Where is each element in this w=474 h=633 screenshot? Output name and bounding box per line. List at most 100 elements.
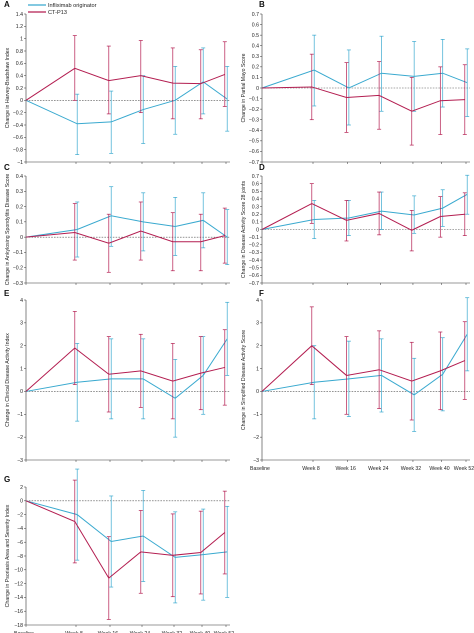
y-tick-label: −0.2 bbox=[249, 107, 259, 113]
x-tick-label: Week 16 bbox=[335, 466, 355, 472]
y-tick-label: 0.1 bbox=[252, 220, 259, 226]
legend-label-infliximab: Infliximab originator bbox=[48, 3, 97, 9]
series-ct-p13-f bbox=[261, 306, 467, 421]
y-tick-label: 0 bbox=[20, 98, 23, 104]
series-line-ct-p13 bbox=[261, 345, 465, 392]
y-tick-label: 2 bbox=[256, 344, 259, 350]
x-tick-label: Week 52 bbox=[454, 466, 474, 472]
panel-letter-d: D bbox=[259, 163, 265, 172]
y-tick-label: 0.1 bbox=[16, 220, 23, 226]
y-tick-label: −1 bbox=[253, 412, 259, 418]
y-tick-label: −0.1 bbox=[249, 235, 259, 241]
series-ct-p13-c bbox=[25, 201, 227, 273]
y-axis-label-a: Change in Harvey-Bradshaw Index bbox=[5, 47, 11, 128]
y-axis-label-f: Change in Simplified Disease Activity Sc… bbox=[241, 330, 247, 430]
series-ct-p13-a bbox=[25, 35, 227, 120]
y-axis-label-b: Change in Partial Mayo Score bbox=[241, 53, 247, 122]
x-tick-label: Week 32 bbox=[401, 466, 421, 472]
y-tick-label: 0.2 bbox=[252, 65, 259, 71]
y-tick-label: 0 bbox=[256, 227, 259, 233]
y-tick-label: −2 bbox=[253, 435, 259, 441]
y-tick-label: −0.3 bbox=[249, 118, 259, 124]
x-tick-label: Week 32 bbox=[162, 631, 182, 633]
y-axis-label-d: Change in Disease Activity Score 28 join… bbox=[241, 181, 247, 279]
y-tick-label: −1 bbox=[17, 160, 23, 166]
series-ct-p13-b bbox=[261, 53, 467, 146]
series-line-ct-p13 bbox=[25, 347, 225, 392]
y-axis-label-g: Change in Psoriasis Area and Severity In… bbox=[5, 504, 11, 607]
y-tick-label: 3 bbox=[20, 321, 23, 327]
y-tick-label: 0.6 bbox=[16, 61, 23, 67]
series-line-infliximab bbox=[261, 334, 468, 396]
y-tick-label: −8 bbox=[17, 554, 23, 560]
x-tick-label: Week 8 bbox=[65, 631, 83, 633]
legend: Infliximab originator CT-P13 bbox=[28, 3, 97, 16]
y-tick-label: −0.2 bbox=[13, 266, 23, 272]
x-tick-label: Baseline bbox=[250, 466, 270, 472]
y-tick-label: 0.3 bbox=[252, 54, 259, 60]
chart-panels: A −1 −0.8 −0.6 −0.4 −0.2 0 0.2 0.4 0.6 0.8 1 1.2 1.4 C… bbox=[4, 0, 474, 633]
series-line-infliximab bbox=[261, 69, 468, 89]
y-tick-label: −18 bbox=[14, 623, 23, 629]
y-tick-label: 1 bbox=[20, 366, 23, 372]
y-tick-label: −2 bbox=[17, 435, 23, 441]
panel-letter-e: E bbox=[4, 289, 10, 298]
y-tick-label: −10 bbox=[14, 568, 23, 574]
y-tick-label: 1.4 bbox=[16, 12, 23, 18]
series-line-infliximab bbox=[25, 81, 228, 125]
panel-f: F −3 −2 −1 0 1 2 3 4 Change in Simplified Disease… bbox=[241, 289, 474, 472]
series-line-infliximab bbox=[25, 338, 228, 399]
y-tick-label: 0 bbox=[20, 499, 23, 505]
panel-b: B −0.7 −0.6 −0.5 −0.4 −0.3 −0.2 −0.1 0 0.1 0.2 0.3 0… bbox=[241, 0, 470, 166]
legend-label-ct-p13: CT-P13 bbox=[48, 10, 67, 16]
y-tick-label: 0.6 bbox=[252, 22, 259, 28]
series-line-ct-p13 bbox=[261, 86, 465, 112]
panel-letter-f: F bbox=[259, 289, 264, 298]
y-tick-label: −0.1 bbox=[249, 96, 259, 102]
y-tick-label: −0.3 bbox=[249, 250, 259, 256]
y-tick-label: 3 bbox=[256, 321, 259, 327]
y-tick-label: −0.5 bbox=[249, 266, 259, 272]
y-tick-label: 0.7 bbox=[252, 174, 259, 180]
y-tick-label: −3 bbox=[17, 458, 23, 464]
y-tick-label: 0.4 bbox=[16, 174, 23, 180]
y-tick-label: −0.6 bbox=[249, 149, 259, 155]
y-tick-label: −0.1 bbox=[13, 250, 23, 256]
y-tick-label: −0.3 bbox=[13, 281, 23, 287]
y-tick-label: −12 bbox=[14, 581, 23, 587]
series-infliximab-a bbox=[25, 47, 230, 155]
series-line-ct-p13 bbox=[25, 67, 225, 101]
y-tick-label: −0.2 bbox=[249, 243, 259, 249]
y-tick-label: 0.4 bbox=[252, 44, 259, 50]
y-tick-label: 0.1 bbox=[252, 75, 259, 81]
series-infliximab-d bbox=[261, 174, 470, 240]
y-tick-label: 1.2 bbox=[16, 24, 23, 30]
y-tick-label: 4 bbox=[256, 298, 259, 304]
panel-letter-c: C bbox=[4, 163, 10, 172]
series-infliximab-b bbox=[261, 34, 470, 126]
y-tick-label: 0.7 bbox=[252, 12, 259, 18]
y-tick-label: −0.4 bbox=[249, 258, 259, 264]
panel-g: G −18 −16 −14 −12 −10 −8 −6 −4 −2 0 2 Change in Psor… bbox=[4, 468, 234, 633]
y-axis-label-e: Change in Clinical Disease Activity Inde… bbox=[5, 333, 11, 427]
series-ct-p13-g bbox=[25, 479, 227, 620]
x-tick-label: Week 24 bbox=[368, 466, 388, 472]
series-infliximab-g bbox=[25, 468, 230, 604]
y-tick-label: −0.6 bbox=[249, 273, 259, 279]
y-tick-label: 4 bbox=[20, 298, 23, 304]
panel-letter-a: A bbox=[4, 0, 10, 9]
series-infliximab-e bbox=[25, 301, 230, 438]
x-tick-label: Baseline bbox=[14, 631, 34, 633]
y-tick-label: −3 bbox=[253, 458, 259, 464]
panel-c: C −0.3 −0.2 −0.1 0 0.1 0.2 0.3 0.4 Change in Anky… bbox=[4, 163, 230, 287]
y-tick-label: 0.6 bbox=[252, 181, 259, 187]
y-tick-label: 0.3 bbox=[252, 204, 259, 210]
y-tick-label: 0.5 bbox=[252, 189, 259, 195]
y-tick-label: 1 bbox=[20, 36, 23, 42]
series-ct-p13-d bbox=[261, 183, 467, 252]
y-tick-label: 0.3 bbox=[16, 189, 23, 195]
y-tick-label: 0 bbox=[20, 389, 23, 395]
x-tick-label: Week 40 bbox=[429, 466, 449, 472]
y-tick-label: −0.4 bbox=[13, 123, 23, 129]
